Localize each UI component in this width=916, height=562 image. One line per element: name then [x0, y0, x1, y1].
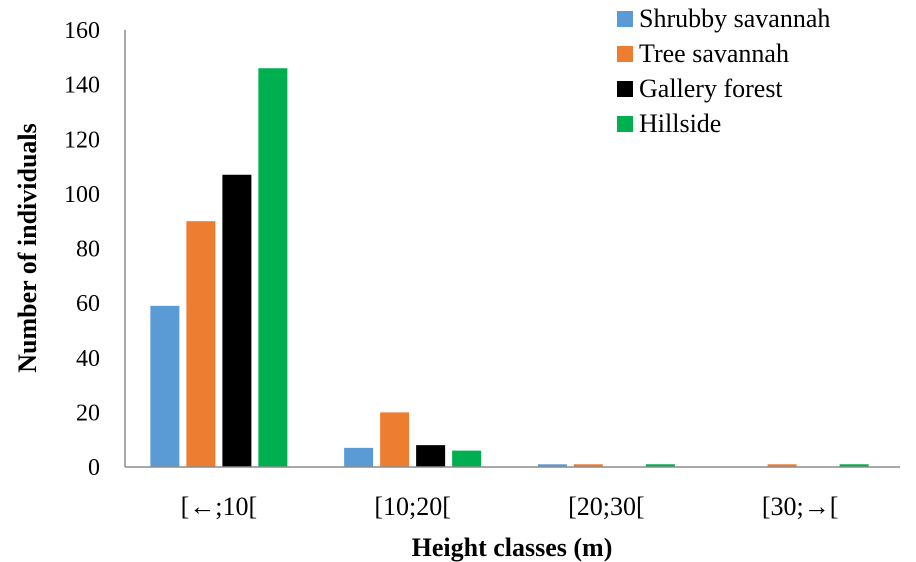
x-axis-title: Height classes (m) — [412, 533, 613, 562]
y-axis-title: Number of individuals — [13, 123, 42, 372]
legend-label: Shrubby savannah — [639, 4, 830, 33]
legend-label: Hillside — [639, 109, 721, 138]
x-category-label: [20;30[ — [568, 492, 645, 521]
bar-tree-savannah — [380, 412, 410, 467]
y-tick-label: 80 — [76, 237, 100, 263]
legend-swatch — [617, 81, 633, 97]
y-tick-label: 40 — [76, 346, 100, 372]
bar-gallery-forest — [222, 174, 252, 467]
bar-tree-savannah — [767, 464, 797, 467]
legend-swatch — [617, 46, 633, 62]
bar-shrubby-savannah — [150, 305, 180, 467]
x-axis-category-labels: [←;10[ [10;20[ [20;30[ [30;→[ — [181, 492, 839, 521]
legend-swatch — [617, 116, 633, 132]
x-category-label: [←;10[ — [181, 492, 258, 521]
bar-shrubby-savannah — [537, 464, 567, 467]
bar-tree-savannah — [186, 221, 216, 467]
y-tick-label: 120 — [64, 127, 100, 153]
y-tick-label: 0 — [88, 455, 100, 481]
y-tick-label: 20 — [76, 400, 100, 426]
x-category-label: [30;→[ — [762, 492, 839, 521]
bar-gallery-forest — [416, 445, 446, 467]
y-tick-label: 140 — [64, 73, 100, 99]
legend-label: Tree savannah — [639, 39, 789, 68]
y-tick-label: 160 — [64, 18, 100, 44]
bar-hillside — [839, 464, 869, 467]
bar-hillside — [452, 450, 482, 467]
legend-label: Gallery forest — [639, 74, 783, 103]
bar-hillside — [258, 68, 288, 468]
y-axis-ticks: 0 20 40 60 80 100 120 140 160 — [64, 18, 100, 481]
y-tick-label: 60 — [76, 291, 100, 317]
bar-hillside — [645, 464, 675, 467]
legend: Shrubby savannah Tree savannah Gallery for… — [617, 4, 830, 138]
x-category-label: [10;20[ — [374, 492, 451, 521]
legend-swatch — [617, 11, 633, 27]
bar-tree-savannah — [573, 464, 603, 467]
y-tick-label: 100 — [64, 182, 100, 208]
bars — [150, 68, 869, 468]
bar-shrubby-savannah — [344, 447, 374, 467]
